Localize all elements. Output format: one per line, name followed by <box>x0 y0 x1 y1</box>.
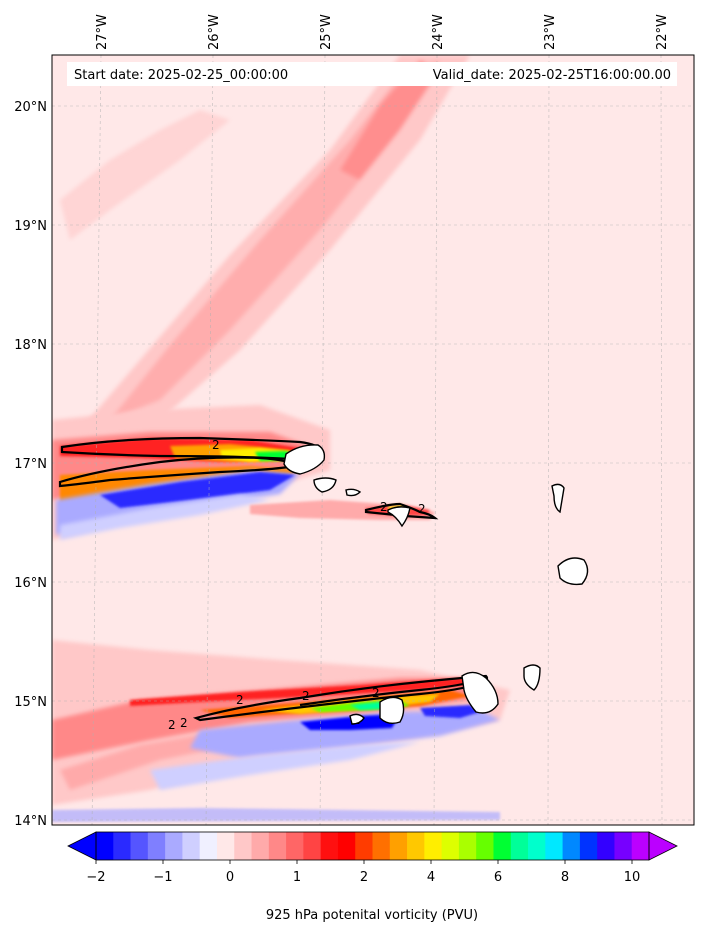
contour-label: 2 <box>380 500 388 514</box>
colorbar-cell <box>147 832 166 860</box>
colorbar-cell <box>113 832 131 860</box>
diagonal-pv-band <box>60 55 470 460</box>
island-boa-vista <box>557 557 589 586</box>
colorbar-cell <box>320 832 339 860</box>
lon-tick-label: 27°W <box>95 14 110 50</box>
colorbar-extend-max <box>648 831 678 861</box>
colorbar-cell <box>355 832 373 860</box>
lat-tick-label: 15°N <box>14 695 47 710</box>
colorbar-cell <box>631 832 650 860</box>
lon-tick-label: 25°W <box>319 14 334 50</box>
colorbar-tick-label: 1 <box>293 870 301 885</box>
colorbar-tick-label: 10 <box>624 870 641 885</box>
colorbar-cell <box>234 832 252 860</box>
colorbar-title: 925 hPa potenital vorticity (PVU) <box>266 908 478 923</box>
colorbar-cell <box>528 832 546 860</box>
gridlines <box>52 55 694 825</box>
colorbar-tick-label: 2 <box>360 870 368 885</box>
colorbar-tick-label: −1 <box>153 870 172 885</box>
colorbar-cell <box>216 832 235 860</box>
colorbar-cell <box>96 832 114 860</box>
colorbar-cell <box>199 832 218 860</box>
island-santiago <box>461 671 499 714</box>
colorbar-cell <box>337 832 356 860</box>
latitude-ticks: 20°N 19°N 18°N 17°N 16°N 15°N 14°N <box>14 100 47 829</box>
colorbar-cell <box>493 832 512 860</box>
island-fogo <box>379 696 405 725</box>
map-frame <box>51 54 695 826</box>
colorbar-tick-label: 8 <box>561 870 569 885</box>
island-sao-nicolau <box>387 506 411 528</box>
colorbar-cell <box>597 832 615 860</box>
colorbar-cell <box>389 832 408 860</box>
start-date-label: Start date: 2025-02-25_00:00:00 <box>74 68 288 83</box>
colorbar-tick-labels: −2 −1 0 1 2 4 6 8 10 <box>86 870 640 885</box>
colorbar: −2 −1 0 1 2 4 6 8 10 925 hPa potenital v… <box>67 831 678 923</box>
contour-label: 2 <box>236 693 244 707</box>
colorbar-cell <box>268 832 287 860</box>
colorbar-cell <box>286 832 304 860</box>
colorbar-cell <box>130 832 149 860</box>
lon-tick-label: 26°W <box>207 14 222 50</box>
island-maio <box>523 664 541 691</box>
colorbar-cell <box>545 832 563 860</box>
colorbar-cell <box>303 832 322 860</box>
island-brava <box>349 713 365 725</box>
colorbar-cell <box>510 832 529 860</box>
lon-tick-label: 24°W <box>431 14 446 50</box>
islands <box>283 444 589 725</box>
lat-tick-label: 14°N <box>14 814 47 829</box>
colorbar-cell <box>251 832 270 860</box>
contour-label: 2 <box>372 686 380 700</box>
lat-tick-label: 20°N <box>14 100 47 115</box>
valid-date-label: Valid_date: 2025-02-25T16:00:00.00 <box>433 68 671 83</box>
colorbar-cell <box>372 832 391 860</box>
lon-tick-label: 22°W <box>655 14 670 50</box>
colorbar-cell <box>458 832 477 860</box>
colorbar-cell <box>579 832 598 860</box>
header-box <box>67 62 677 86</box>
lat-tick-label: 16°N <box>14 576 47 591</box>
colorbar-frame <box>95 831 650 861</box>
colorbar-cell <box>424 832 443 860</box>
lat-tick-label: 18°N <box>14 338 47 353</box>
colorbar-cell <box>441 832 460 860</box>
colorbar-cell <box>182 832 201 860</box>
island-santa-luzia <box>345 488 362 497</box>
lat-tick-label: 17°N <box>14 457 47 472</box>
colorbar-cell <box>614 832 633 860</box>
colorbar-extend-min <box>67 831 97 861</box>
lon-tick-label: 23°W <box>543 14 558 50</box>
longitude-ticks: 27°W 26°W 25°W 24°W 23°W 22°W <box>95 14 670 50</box>
colorbar-cell <box>165 832 183 860</box>
colorbar-cell <box>476 832 494 860</box>
island-sao-vicente <box>313 477 337 493</box>
colorbar-cells <box>96 832 650 860</box>
colorbar-cell <box>562 832 581 860</box>
contour-label: 2 <box>418 502 426 516</box>
lat-tick-label: 19°N <box>14 219 47 234</box>
island-santo-antao <box>283 444 326 475</box>
map-panel: 2 2 2 2 2 2 2 2 2 <box>52 55 694 825</box>
colorbar-tick-label: 6 <box>494 870 502 885</box>
colorbar-tick-label: 4 <box>427 870 435 885</box>
colorbar-tick-label: −2 <box>86 870 105 885</box>
island-sal <box>551 483 565 514</box>
colorbar-tick-label: 0 <box>226 870 234 885</box>
contour-label: 2 <box>168 718 176 732</box>
contour-label: 2 <box>180 716 188 730</box>
contour-label: 2 <box>302 689 310 703</box>
contour-label: 2 <box>212 438 220 452</box>
colorbar-ticks <box>95 860 633 864</box>
colorbar-cell <box>407 832 425 860</box>
